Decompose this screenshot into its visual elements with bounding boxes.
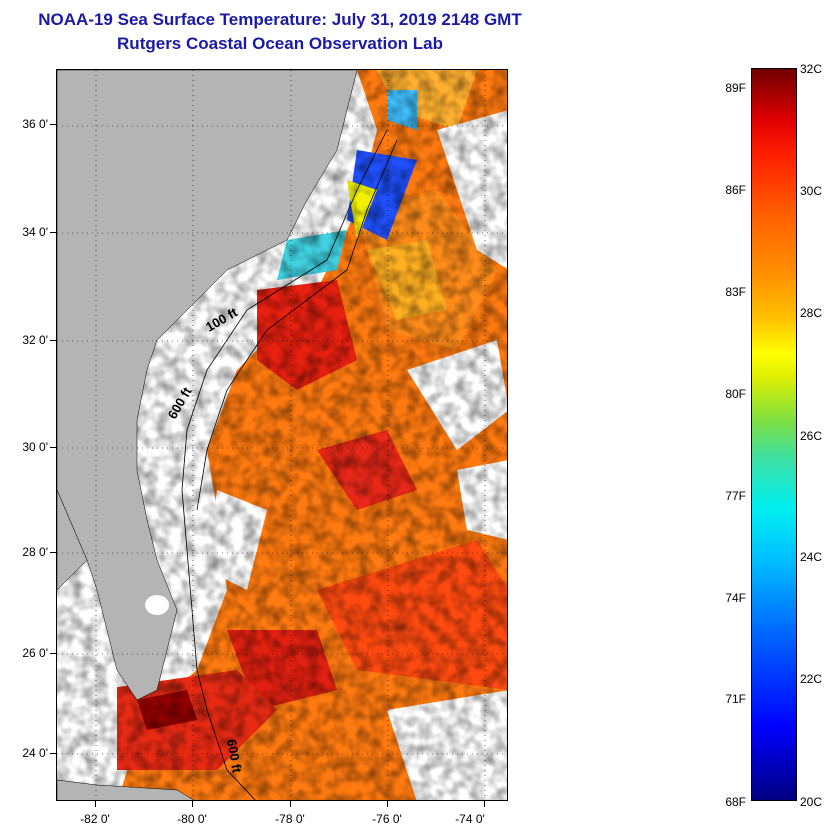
lat-label-36: 36 0' [22, 117, 48, 131]
colorbar-label-71f: 71F [725, 692, 746, 706]
lon-label-74: -74 0' [455, 812, 485, 826]
colorbar-label-20c: 20C [800, 795, 823, 809]
colorbar-label-28c: 28C [800, 306, 823, 320]
temperature-colorbar [751, 68, 797, 801]
bathymetry-contours [181, 129, 398, 800]
land-mask [57, 70, 358, 800]
lat-label-32: 32 0' [22, 333, 48, 347]
lat-label-34: 34 0' [22, 225, 48, 239]
colorbar-label-86f: 86F [725, 183, 746, 197]
lon-label-78: -78 0' [275, 812, 305, 826]
colorbar-label-74f: 74F [725, 591, 746, 605]
colorbar-label-80f: 80F [725, 387, 746, 401]
map-title: NOAA-19 Sea Surface Temperature: July 31… [38, 10, 522, 29]
lon-label-80: -80 0' [177, 812, 207, 826]
colorbar-label-32c: 32C [800, 62, 823, 76]
lat-label-30: 30 0' [22, 440, 48, 454]
lat-label-28: 28 0' [22, 545, 48, 559]
colorbar-label-77f: 77F [725, 489, 746, 503]
contour-label-600ft-south: 600 ft [224, 738, 245, 775]
colorbar-label-22c: 22C [800, 672, 823, 686]
colorbar-label-68f: 68F [725, 795, 746, 809]
lon-label-76: -76 0' [372, 812, 402, 826]
colorbar-label-24c: 24C [800, 550, 823, 564]
colorbar-label-30c: 30C [800, 184, 823, 198]
graticule [57, 70, 507, 800]
sst-map: 100 ft 600 ft 600 ft [56, 69, 508, 801]
colorbar-label-26c: 26C [800, 429, 823, 443]
lat-label-24: 24 0' [22, 746, 48, 760]
lat-label-26: 26 0' [22, 646, 48, 660]
lon-label-82: -82 0' [80, 812, 110, 826]
colorbar-label-89f: 89F [725, 81, 746, 95]
colorbar-label-83f: 83F [725, 285, 746, 299]
map-subtitle: Rutgers Coastal Ocean Observation Lab [117, 34, 443, 53]
